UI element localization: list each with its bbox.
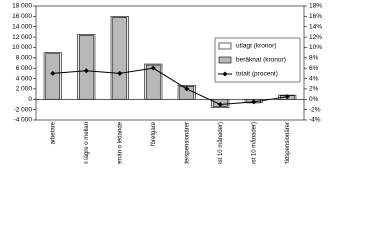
line-marker (83, 68, 89, 74)
x-tick-label: arbetslösa (minst 10 månader) (217, 122, 224, 164)
bar (145, 64, 161, 100)
y-tick-label: 10 000 (12, 44, 32, 51)
y2-tick-label: 2% (309, 86, 319, 93)
x-tick-label: högre tjänstemän o ledande (117, 121, 123, 164)
y2-tick-label: 12% (309, 34, 322, 41)
line-marker (184, 86, 190, 92)
x-tick-label: sjukskrivna (minst 10 månader) (250, 122, 257, 164)
y2-tick-label: 4% (309, 75, 319, 82)
bar (45, 53, 61, 100)
bar (78, 35, 94, 100)
legend-marker (222, 71, 228, 77)
bar (179, 86, 195, 100)
x-tick-label: förtidspensionärer (285, 122, 291, 164)
y2-tick-label: 10% (309, 44, 322, 51)
x-tick-label: arbetare (50, 121, 56, 144)
y-tick-label: 0 (28, 96, 32, 103)
legend-label: beräknat (kronor) (236, 57, 286, 64)
bar (112, 17, 128, 100)
y-tick-label: 4 000 (16, 75, 33, 82)
line-marker (284, 94, 290, 100)
line-marker (150, 65, 156, 71)
y-tick-label: 16 000 (12, 13, 32, 20)
x-tick-label: tjänstemän lägre o mellan (84, 122, 90, 164)
y2-tick-label: 0% (309, 96, 319, 103)
y-tick-label: -2 000 (14, 106, 33, 113)
line-marker (50, 70, 56, 76)
y2-tick-label: 18% (309, 3, 322, 10)
y2-tick-label: 6% (309, 65, 319, 72)
y-tick-label: 14 000 (12, 23, 32, 30)
line-marker (251, 99, 257, 105)
legend-swatch (218, 56, 232, 64)
line-marker (217, 101, 223, 107)
y2-tick-label: -2% (309, 106, 321, 113)
x-tick-label: ålderspensionärer (183, 122, 190, 164)
y-tick-label: 2 000 (16, 86, 33, 93)
legend-label: utlagt (kronor) (236, 43, 276, 50)
legend-swatch (218, 42, 232, 50)
y-tick-label: 8 000 (16, 55, 33, 62)
y-tick-label: 6 000 (16, 65, 33, 72)
y2-tick-label: 16% (309, 13, 322, 20)
y2-tick-label: -4% (309, 117, 321, 124)
legend-label: totalt (procent) (236, 71, 278, 78)
y2-tick-label: 8% (309, 55, 319, 62)
line (52, 67, 288, 105)
y-tick-label: -4 000 (14, 117, 33, 124)
x-tick-label: företgare (151, 121, 157, 146)
y-tick-label: 12 000 (12, 34, 32, 41)
line-marker (117, 70, 123, 76)
chart: -4 000 -2 000 0 2 000 4 000 6 000 8 000 10 000 1… (12, 3, 322, 164)
y2-tick-label: 14% (309, 23, 322, 30)
y-tick-label: 18 000 (12, 3, 32, 10)
plot-area (35, 5, 305, 121)
